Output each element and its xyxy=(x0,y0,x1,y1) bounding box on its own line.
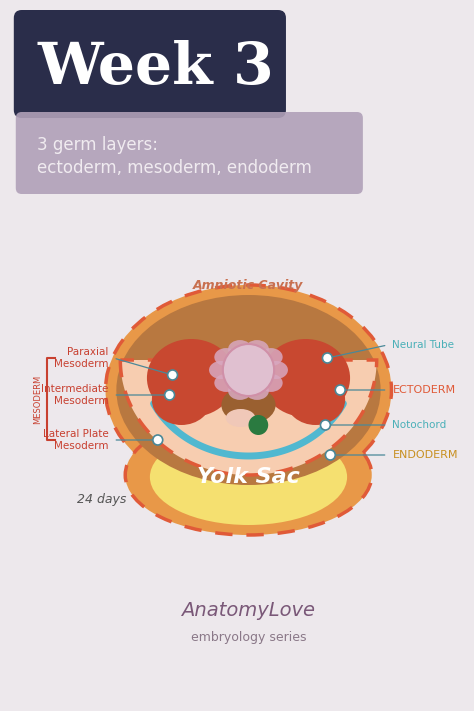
Ellipse shape xyxy=(209,361,233,379)
Circle shape xyxy=(320,420,330,430)
Text: AnatomyLove: AnatomyLove xyxy=(182,601,316,619)
Ellipse shape xyxy=(259,374,283,392)
Ellipse shape xyxy=(245,382,269,400)
Ellipse shape xyxy=(228,340,252,358)
Ellipse shape xyxy=(286,375,345,425)
Text: Paraxial
Mesoderm: Paraxial Mesoderm xyxy=(54,347,109,369)
Circle shape xyxy=(223,344,274,396)
FancyBboxPatch shape xyxy=(14,10,286,118)
Ellipse shape xyxy=(125,415,372,535)
Text: ECTODERM: ECTODERM xyxy=(392,385,456,395)
Text: Amniotic Cavity: Amniotic Cavity xyxy=(193,279,304,292)
Circle shape xyxy=(168,370,177,380)
Text: MESODERM: MESODERM xyxy=(33,375,42,424)
Text: ENDODERM: ENDODERM xyxy=(392,450,458,460)
Text: ectoderm, mesoderm, endoderm: ectoderm, mesoderm, endoderm xyxy=(37,159,312,177)
Ellipse shape xyxy=(150,429,347,525)
Text: Neural Tube: Neural Tube xyxy=(392,340,455,350)
Text: Intermediate
Mesoderm: Intermediate Mesoderm xyxy=(41,384,109,406)
Circle shape xyxy=(164,390,174,400)
Polygon shape xyxy=(120,360,377,475)
Ellipse shape xyxy=(226,409,255,427)
Ellipse shape xyxy=(214,348,238,366)
Ellipse shape xyxy=(264,361,288,379)
Text: 3 germ layers:: 3 germ layers: xyxy=(37,136,158,154)
Ellipse shape xyxy=(214,374,238,392)
Ellipse shape xyxy=(204,410,293,470)
Ellipse shape xyxy=(259,348,283,366)
Ellipse shape xyxy=(116,295,381,485)
Text: Yolk Sac: Yolk Sac xyxy=(197,467,300,487)
Text: 24 days: 24 days xyxy=(77,493,126,506)
Circle shape xyxy=(326,450,335,460)
Text: Lateral Plate
Mesoderm: Lateral Plate Mesoderm xyxy=(43,429,109,451)
Circle shape xyxy=(248,415,268,435)
Text: embryology series: embryology series xyxy=(191,631,306,644)
Ellipse shape xyxy=(152,375,211,425)
Ellipse shape xyxy=(228,382,252,400)
Circle shape xyxy=(153,435,163,445)
Text: Notochord: Notochord xyxy=(392,420,447,430)
Circle shape xyxy=(335,385,345,395)
Ellipse shape xyxy=(221,386,275,424)
Circle shape xyxy=(322,353,332,363)
Text: Week 3: Week 3 xyxy=(37,40,274,96)
Ellipse shape xyxy=(261,339,350,417)
Ellipse shape xyxy=(147,339,236,417)
Ellipse shape xyxy=(245,340,269,358)
Ellipse shape xyxy=(106,285,392,495)
FancyBboxPatch shape xyxy=(16,112,363,194)
